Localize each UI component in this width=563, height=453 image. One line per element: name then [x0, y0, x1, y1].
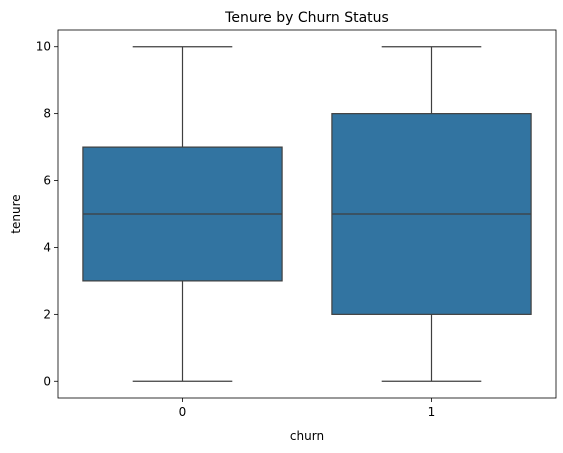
box-0: [82, 46, 283, 382]
y-tick-label: 10: [36, 40, 51, 54]
x-tick-label: 0: [179, 405, 187, 419]
y-axis-label: tenure: [9, 194, 23, 233]
x-tick-label: 1: [428, 405, 436, 419]
y-tick-label: 0: [43, 374, 51, 388]
x-axis-label: churn: [290, 429, 324, 443]
box-series: [82, 46, 532, 382]
y-tick-label: 4: [43, 240, 51, 254]
y-tick-label: 6: [43, 174, 51, 188]
box-1: [331, 46, 532, 382]
y-axis-ticks: 0 2 4 6 8 10: [36, 40, 58, 388]
y-tick-label: 8: [43, 107, 51, 121]
y-tick-label: 2: [43, 307, 51, 321]
chart-title: Tenure by Churn Status: [224, 10, 389, 26]
